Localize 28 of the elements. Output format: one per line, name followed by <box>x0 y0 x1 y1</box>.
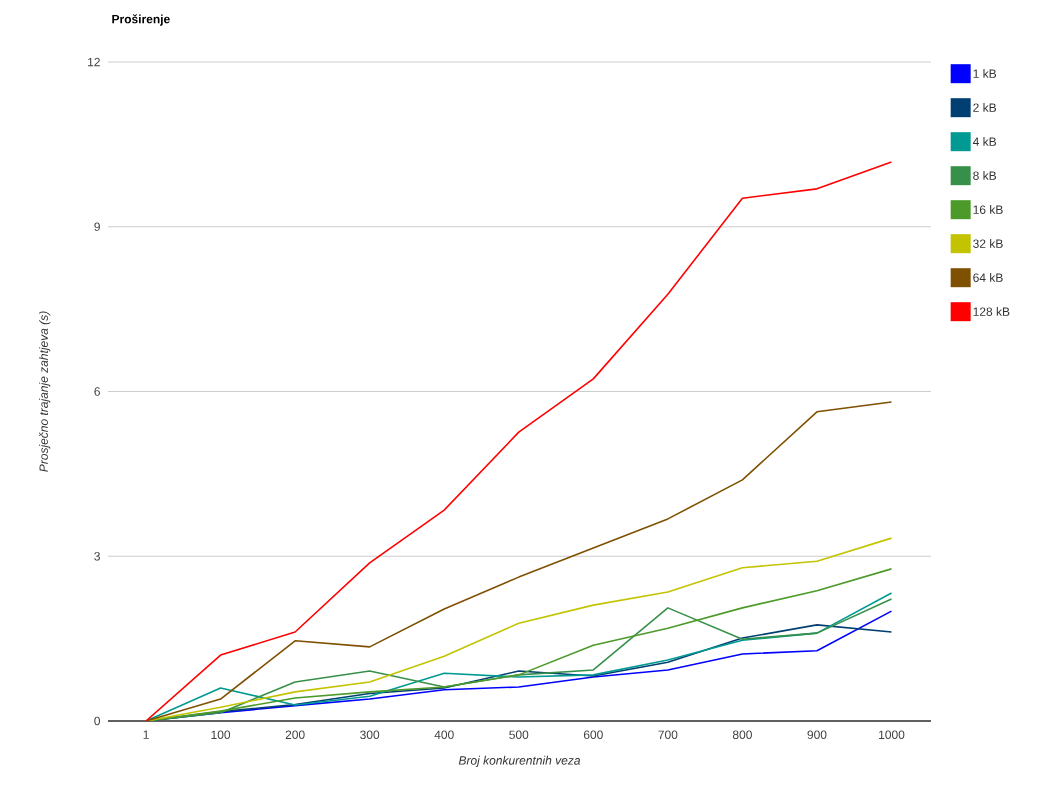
legend-label: 32 kB <box>973 239 1003 248</box>
legend-label: 8 kB <box>973 171 997 180</box>
legend-label: 16 kB <box>973 205 1003 214</box>
x-tick-label: 800 <box>732 730 752 740</box>
x-tick-label: 1 <box>143 730 149 739</box>
legend-label: 4 kB <box>972 137 997 146</box>
x-tick-label: 1000 <box>879 730 905 740</box>
x-tick-label: 600 <box>583 730 603 740</box>
x-tick-label: 100 <box>211 730 231 740</box>
x-tick-label: 300 <box>360 730 380 740</box>
legend-label: 2 kB <box>973 103 997 112</box>
y-tick-label: 6 <box>94 387 100 396</box>
y-tick-label: 12 <box>88 57 100 67</box>
x-tick-label: 900 <box>807 730 827 740</box>
y-tick-label: 0 <box>94 716 101 726</box>
x-tick-label: 200 <box>285 730 305 740</box>
y-tick-label: 3 <box>94 552 100 561</box>
legend-label: 128 kB <box>973 307 1010 316</box>
x-tick-label: 700 <box>658 730 678 740</box>
legend-label: 1 kB <box>973 69 997 78</box>
y-axis-title: Prosječno trajanje zahtjeva (s) <box>39 311 51 472</box>
line-series <box>145 161 893 721</box>
legend-label: 64 kB <box>973 273 1003 282</box>
x-tick-label: 400 <box>434 730 454 740</box>
x-tick-label: 500 <box>509 730 529 740</box>
x-axis-title: Broj konkurentnih veza <box>458 755 581 768</box>
y-tick-label: 9 <box>94 222 100 231</box>
chart-title: Proširenje <box>112 14 170 26</box>
